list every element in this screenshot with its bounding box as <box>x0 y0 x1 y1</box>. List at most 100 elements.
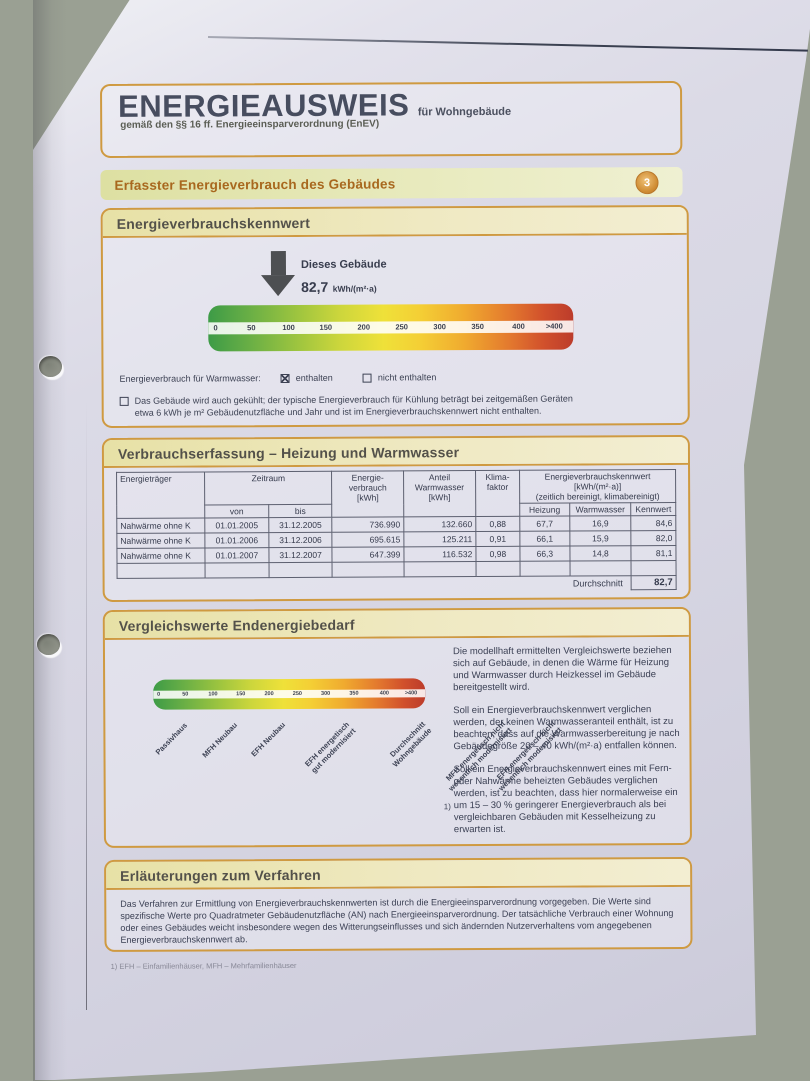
table-cell-verbrauch: 695.615 <box>332 531 404 548</box>
comparison-paragraph: Die modellhaft ermittelten Vergleichswer… <box>452 645 672 694</box>
warmwasser-label: Energieverbrauch für Warmwasser: <box>119 373 261 384</box>
erlaeuterung-box-title: Erläuterungen zum Verfahren <box>106 858 691 890</box>
kennwert-unit: kWh/(m²·a) <box>332 283 377 294</box>
table-cell-heizung: 67,7 <box>519 516 570 532</box>
warmwasser-option-checked: enthalten <box>295 372 333 383</box>
table-cell-traeger: Nahwärme ohne K <box>116 547 206 564</box>
scale-tick: 400 <box>379 689 389 697</box>
erlaeuterung-box: Erläuterungen zum Verfahren Das Verfahre… <box>104 856 693 952</box>
kennwert-value: 82,7 <box>301 278 329 295</box>
footnote-mark: 1) <box>443 802 451 812</box>
scale-tick: 200 <box>357 322 371 332</box>
col-header-verbrauch: Energie- verbrauch [kWh] <box>331 470 404 518</box>
section-bar: Erfasster Energieverbrauch des Gebäudes … <box>100 166 683 200</box>
table-cell-kennwert: 81,1 <box>631 545 677 561</box>
table-cell-anteil: 132.660 <box>403 516 476 532</box>
scale-tick: 150 <box>319 322 333 332</box>
energy-scale-comparison: 0 50 100 150 200 250 300 350 400 >400 <box>153 678 426 710</box>
punch-hole-bottom <box>37 634 60 655</box>
table-cell-klima: 0,98 <box>475 546 521 562</box>
checkbox-nicht-enthalten-icon <box>362 373 372 383</box>
erlaeuterung-text: Das Verfahren zur Ermittlung von Energie… <box>120 896 674 945</box>
table-cell-anteil: 116.532 <box>403 546 476 562</box>
this-building-label: Dieses Gebäude <box>300 258 387 271</box>
scale-tick: 150 <box>236 690 246 697</box>
scale-tick: 50 <box>182 691 189 698</box>
scale-tick: 0 <box>213 323 218 333</box>
comparison-paragraphs: Die modellhaft ermittelten Vergleichswer… <box>453 645 684 847</box>
scale-tick: 300 <box>321 690 331 697</box>
vergleich-box: Vergleichswerte Endenergiebedarf 0 50 100 1… <box>102 606 692 848</box>
col-header-anteil: Anteil Warmwasser [kWh] <box>403 470 476 517</box>
kennwert-box: Energieverbrauchskennwert Dieses Gebäude… <box>100 204 690 428</box>
col-header-zeitraum: Zeitraum <box>204 471 333 505</box>
col-header-heizung: Heizung <box>519 503 570 517</box>
cooling-note-text: Das Gebäude wird auch gekühlt; der typis… <box>134 393 573 418</box>
table-cell-bis: 31.12.2006 <box>268 532 333 548</box>
table-cell-klima: 0,91 <box>475 531 520 547</box>
table-cell-traeger: Nahwärme ohne K <box>116 517 205 534</box>
checkbox-cooling-icon <box>119 396 129 406</box>
average-label: Durchschnitt <box>569 575 632 591</box>
col-header-klima: Klima- faktor <box>475 470 520 517</box>
scale-tick: 400 <box>512 321 525 331</box>
scale-tick: 300 <box>433 322 446 332</box>
table-cell-von: 01.01.2006 <box>204 532 269 548</box>
scale-tick: 350 <box>349 690 359 697</box>
scale-tick: 250 <box>395 322 408 332</box>
verbrauch-table-box: Verbrauchserfassung – Heizung und Warmwa… <box>101 434 691 602</box>
punch-hole-top <box>39 356 62 377</box>
warmwasser-option-unchecked: nicht enthalten <box>377 372 437 383</box>
checkbox-enthalten-icon <box>280 373 290 383</box>
scale-tick: 100 <box>282 322 295 333</box>
table-cell-bis: 31.12.2005 <box>268 517 333 533</box>
scale-tick: 100 <box>208 690 218 697</box>
average-value: 82,7 <box>631 575 677 590</box>
paper-left-shadow <box>33 0 67 1081</box>
table-cell-traeger: Nahwärme ohne K <box>116 532 206 549</box>
vergleich-box-title: Vergleichswerte Endenergiebedarf <box>104 608 689 640</box>
table-cell-warmwasser: 16,9 <box>569 515 632 532</box>
table-cell-anteil: 125.211 <box>403 531 476 547</box>
col-header-kennwert: Kennwert <box>631 502 676 516</box>
paper-fold-crease <box>86 400 87 1010</box>
scale-tick: 0 <box>157 691 161 698</box>
cooling-note: Das Gebäude wird auch gekühlt; der typis… <box>119 393 676 419</box>
scale-tick: 50 <box>247 323 256 333</box>
energy-scale-main: 0 50 100 150 200 250 300 350 400 >400 <box>208 303 574 352</box>
table-cell-bis: 31.12.2007 <box>268 547 333 563</box>
table-cell-verbrauch: 647.399 <box>332 546 404 563</box>
comparison-label: Passivhaus <box>153 720 190 757</box>
scale-tick: >400 <box>545 321 563 331</box>
scale-tick: >400 <box>404 689 418 696</box>
table-cell-kennwert: 84,6 <box>631 515 676 531</box>
scale-tick: 350 <box>471 321 484 332</box>
table-cell-heizung: 66,3 <box>519 546 570 562</box>
section-bar-label: Erfasster Energieverbrauch des Gebäudes <box>114 175 396 193</box>
table-cell-warmwasser: 14,8 <box>569 545 632 562</box>
document-content: ENERGIEAUSWEIS für Wohngebäude gemäß den… <box>100 80 693 971</box>
this-building-arrow <box>261 251 296 297</box>
kennwert-box-title: Energieverbrauchskennwert <box>102 206 687 238</box>
comparison-paragraph: Soll ein Energieverbrauchskennwert eines… <box>453 763 678 836</box>
scale-tick: 200 <box>264 690 274 697</box>
verbrauch-table-title: Verbrauchserfassung – Heizung und Warmwa… <box>103 436 689 468</box>
col-header-kennwert-group: Energieverbrauchskennwert [kWh/(m²·a)] (… <box>519 469 676 504</box>
table-cell-klima: 0,88 <box>475 516 520 532</box>
table-cell-warmwasser: 15,9 <box>569 530 632 547</box>
document-title-suffix: für Wohngebäude <box>417 105 512 119</box>
table-cell-verbrauch: 736.990 <box>332 516 404 533</box>
page-number-badge: 3 <box>635 171 659 195</box>
title-box: ENERGIEAUSWEIS für Wohngebäude gemäß den… <box>100 80 683 158</box>
col-header-bis: bis <box>268 504 333 518</box>
col-header-von: von <box>204 504 269 518</box>
table-cell-von: 01.01.2007 <box>205 547 269 563</box>
table-cell-kennwert: 82,0 <box>631 530 676 546</box>
arrow-down-icon <box>261 274 296 297</box>
col-header-warmwasser: Warmwasser <box>569 502 632 517</box>
verbrauch-table: Energieträger Zeitraum Energie- verbrauc… <box>116 469 677 593</box>
comparison-paragraph: Soll ein Energieverbrauchskennwert vergl… <box>453 704 680 753</box>
comparison-label: MFH Neubau <box>200 720 240 760</box>
warmwasser-line: Energieverbrauch für Warmwasser: enthalt… <box>120 372 437 384</box>
